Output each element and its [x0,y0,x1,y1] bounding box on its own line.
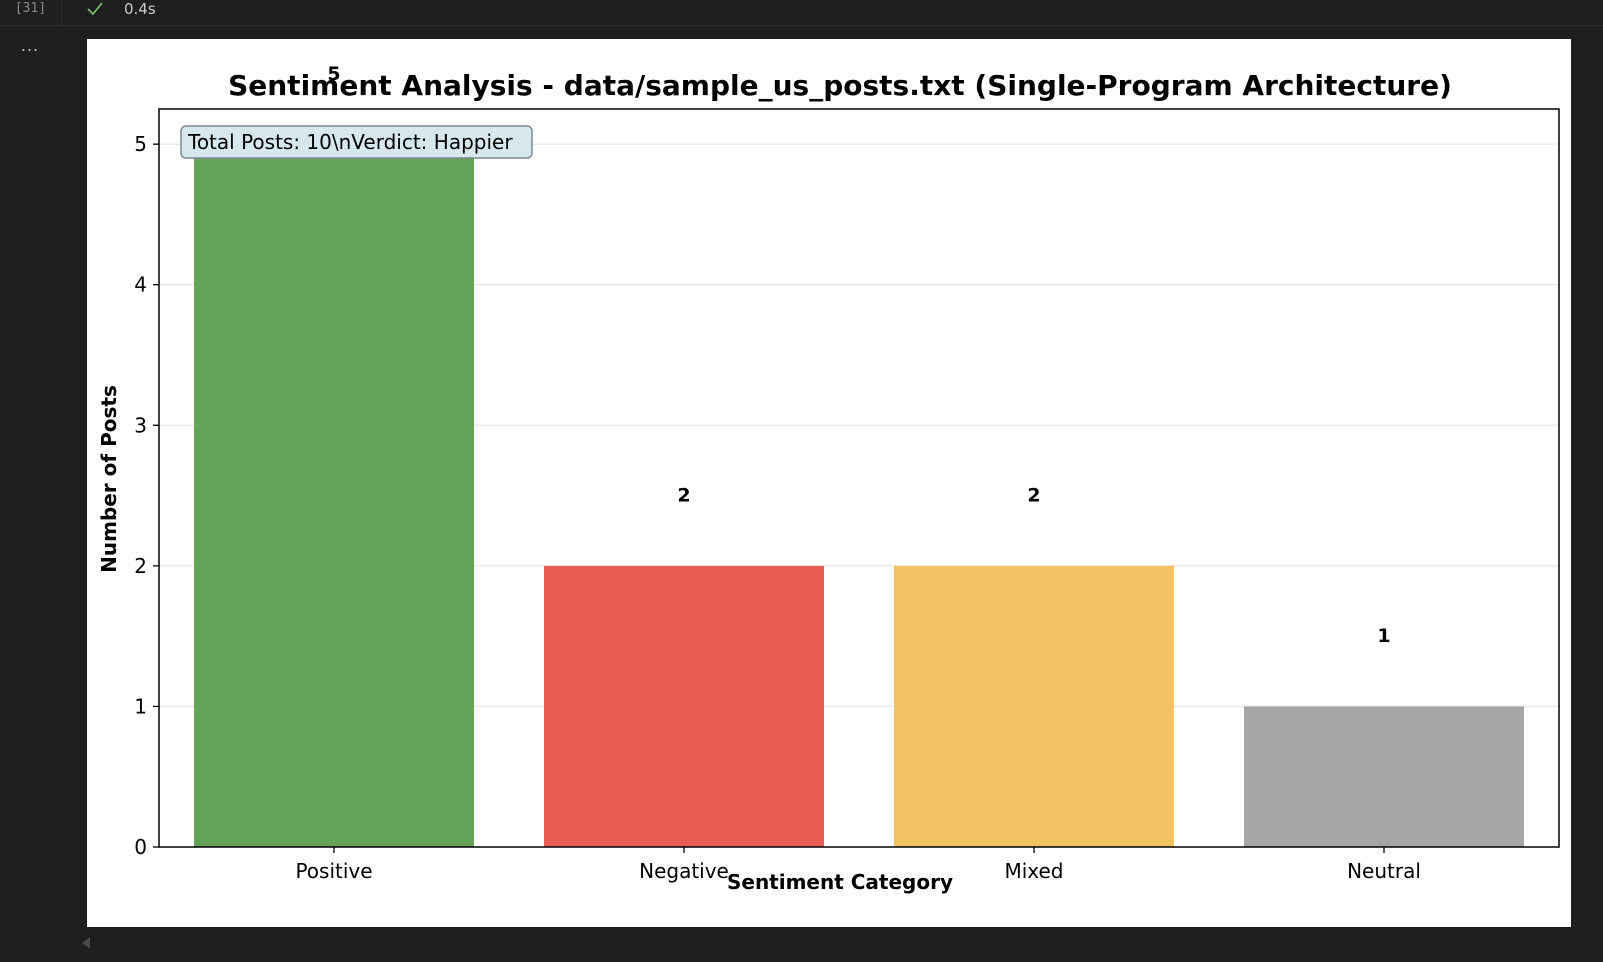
annotation-text: Total Posts: 10\nVerdict: Happier [187,130,513,154]
more-actions-button[interactable]: ... [20,36,40,55]
x-tick-label: Negative [639,859,729,883]
x-tick-label: Neutral [1347,859,1421,883]
value-labels: 5 2 2 1 [327,63,1390,647]
bar-mixed [894,565,1174,847]
check-icon [87,2,103,16]
summary-annotation: Total Posts: 10\nVerdict: Happier [180,125,533,159]
x-tick-label: Mixed [1004,859,1063,883]
x-axis-label: Sentiment Category [727,870,953,894]
y-tick-label: 3 [134,413,147,437]
x-tick-label: Positive [295,859,372,883]
execution-duration: 0.4s [124,0,156,18]
scroll-left-icon[interactable] [80,935,92,951]
y-tick-label: 4 [134,273,147,297]
y-tick-label: 1 [134,694,147,718]
cell-status-bar: [31] 0.4s [0,0,1603,26]
axes: Positive Negative Mixed Neutral 0 1 2 3 4 5 [134,108,1560,883]
chart-title: Sentiment Analysis - data/sample_us_post… [228,69,1452,102]
y-tick-label: 0 [134,835,147,859]
plot-frame [158,108,1560,848]
bar-positive [194,144,474,848]
value-label: 2 [677,485,690,507]
execution-count: [31] [0,0,62,25]
value-label: 1 [1377,625,1390,647]
bar-negative [544,565,824,847]
value-label: 2 [1027,485,1040,507]
y-tick-label: 2 [134,554,147,578]
annotation-box [180,125,533,159]
y-axis-label: Number of Posts [97,385,121,573]
value-label: 5 [327,63,340,85]
bars [194,144,1524,848]
y-tick-label: 5 [134,132,147,156]
bar-neutral [1244,706,1524,847]
